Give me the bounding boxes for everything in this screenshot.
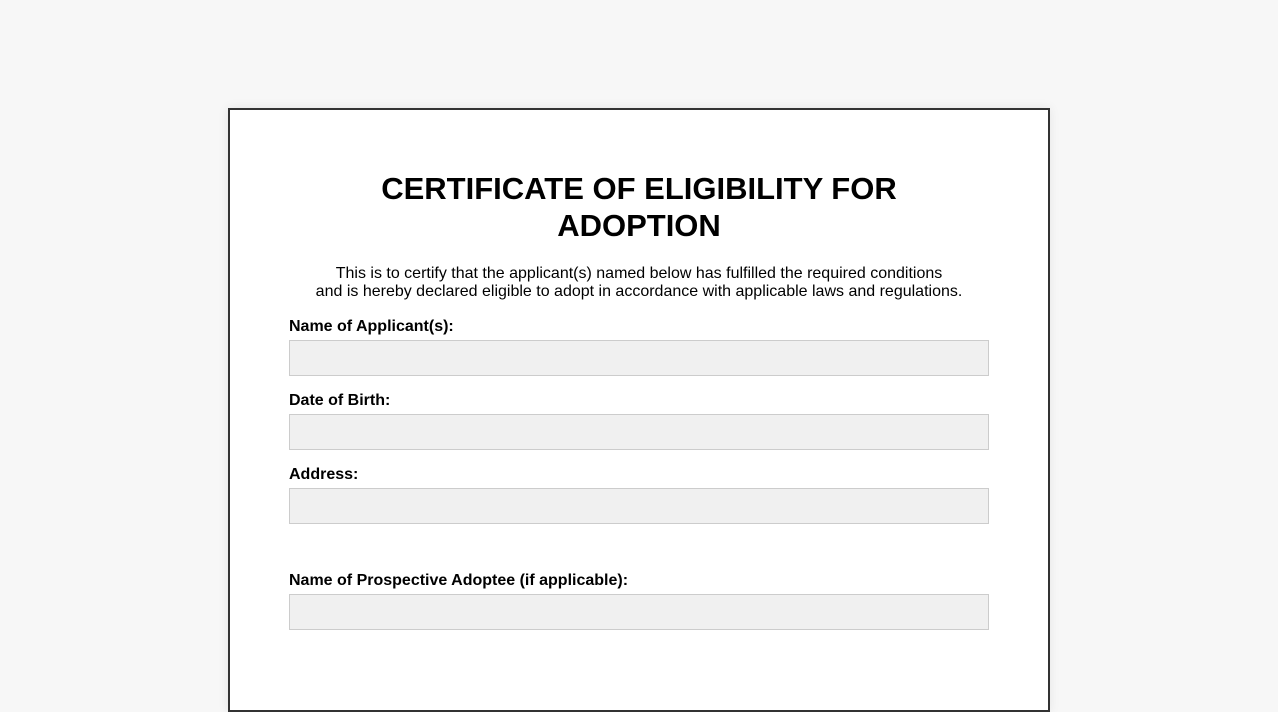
date-of-birth-input[interactable] — [289, 414, 989, 450]
intro-line: This is to certify that the applicant(s)… — [335, 265, 943, 282]
applicant-name-field: Name of Applicant(s): — [289, 318, 989, 376]
intro-text: This is to certify that the applicant(s)… — [230, 265, 1048, 301]
adoptee-name-input[interactable] — [289, 594, 989, 630]
applicant-name-label: Name of Applicant(s): — [289, 318, 454, 335]
certificate-page: CERTIFICATE OF ELIGIBILITY FOR ADOPTION … — [228, 108, 1050, 712]
intro-line: and is hereby declared eligible to adopt… — [315, 283, 963, 300]
applicant-name-input[interactable] — [289, 340, 989, 376]
address-field: Address: — [289, 466, 989, 524]
certificate-title: CERTIFICATE OF ELIGIBILITY FOR ADOPTION — [230, 170, 1048, 244]
address-label: Address: — [289, 466, 359, 483]
title-line: ADOPTION — [557, 208, 721, 243]
date-of-birth-field: Date of Birth: — [289, 392, 989, 450]
date-of-birth-label: Date of Birth: — [289, 392, 391, 409]
address-input[interactable] — [289, 488, 989, 524]
adoptee-name-label: Name of Prospective Adoptee (if applicab… — [289, 572, 629, 589]
adoptee-name-field: Name of Prospective Adoptee (if applicab… — [289, 572, 989, 630]
title-line: CERTIFICATE OF ELIGIBILITY FOR — [381, 171, 897, 206]
